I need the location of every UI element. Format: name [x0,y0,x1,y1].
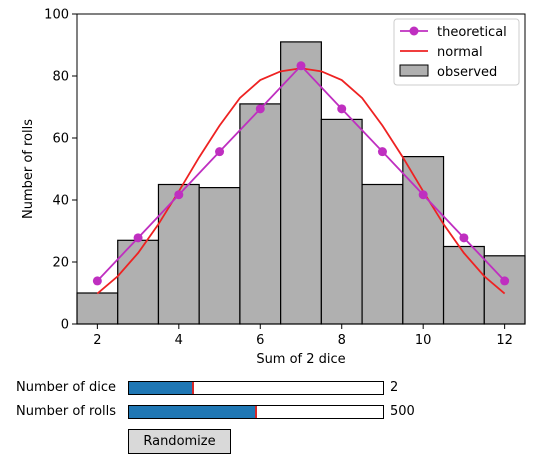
dice-slider-label: Number of dice [16,380,117,395]
theoretical-point [255,104,265,114]
theoretical-point [296,61,306,71]
observed-bar [76,292,119,325]
x-tick-label: 2 [93,333,101,348]
x-tick-label: 4 [175,333,183,348]
legend-observed-label: observed [437,65,497,80]
observed-bar [157,183,200,325]
observed-bar [280,41,322,325]
rolls-slider[interactable] [128,405,384,419]
theoretical-point [459,233,469,243]
theoretical-point [337,104,347,114]
y-tick-label: 100 [44,8,69,23]
legend-normal-label: normal [437,45,483,60]
x-tick-label: 12 [496,333,513,348]
x-tick-label: 6 [256,333,264,348]
x-tick-label: 10 [415,333,432,348]
dice-slider-value: 2 [390,380,399,395]
observed-bar [198,187,241,325]
dice-slider-fill [129,382,193,394]
observed-bar [442,245,485,325]
rolls-slider-value: 500 [390,404,415,419]
rolls-slider-handle[interactable] [255,406,257,418]
rolls-slider-fill [129,406,256,418]
histogram-chart: 2 4 6 8 10 12 0 20 40 60 80 100 Sum of 2 dice Number … [21,8,526,367]
legend-theoretical-marker [409,26,419,36]
legend-observed-patch [399,64,429,77]
plot-frame [76,13,526,325]
observed-bar [239,103,282,325]
randomize-button-label: Randomize [143,434,216,449]
theoretical-point [133,233,143,243]
y-tick-label: 40 [52,194,69,209]
theoretical-point [418,190,428,200]
theoretical-point [174,190,184,200]
y-tick-label: 20 [52,256,69,271]
x-tick-label: 8 [338,333,346,348]
theoretical-point [92,276,102,286]
dice-slider[interactable] [128,381,384,395]
observed-bar [402,156,445,325]
theoretical-point [215,147,225,157]
y-axis-label: Number of rolls [21,119,36,219]
x-axis-label: Sum of 2 dice [256,352,345,367]
y-tick-label: 80 [52,70,69,85]
dice-slider-handle[interactable] [191,382,194,394]
legend-theoretical-label: theoretical [437,25,507,40]
y-tick-label: 60 [52,132,69,147]
randomize-button[interactable]: Randomize [128,429,231,454]
theoretical-point [377,147,387,157]
observed-bar [320,118,363,325]
theoretical-point [500,276,510,286]
y-tick-label: 0 [61,318,69,333]
rolls-slider-label: Number of rolls [16,404,117,419]
observed-bar [361,183,404,325]
